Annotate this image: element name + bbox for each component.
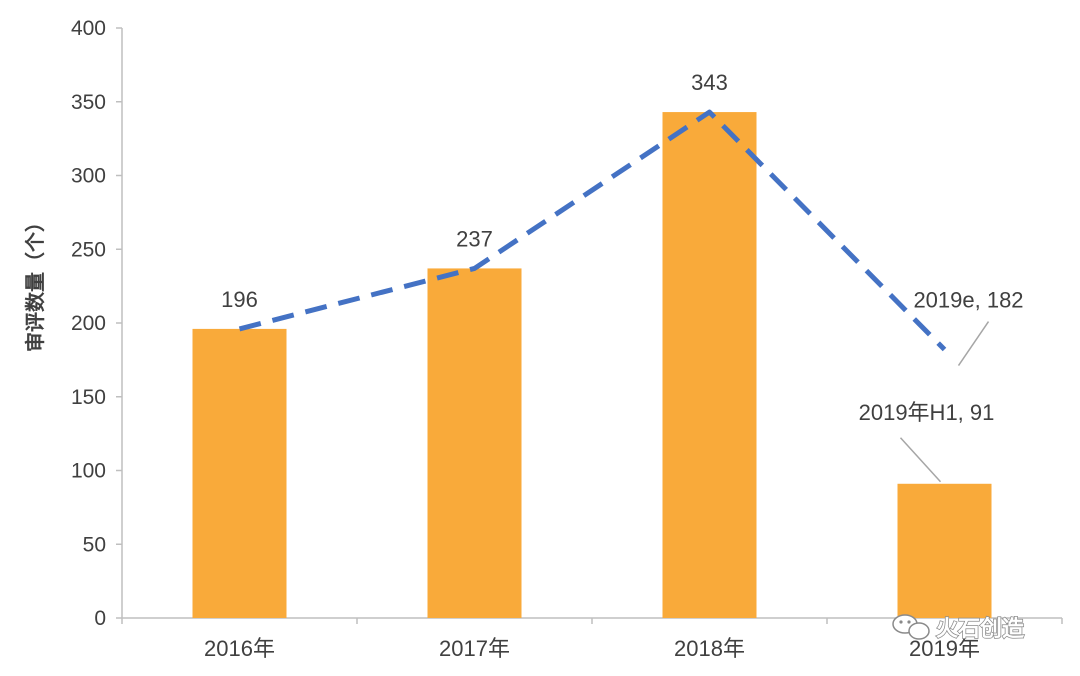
y-tick-label: 150 [71, 386, 106, 409]
y-tick-label: 0 [94, 607, 106, 630]
x-tick-label: 2017年 [439, 636, 510, 661]
y-axis-label: 审评数量（个） [23, 212, 47, 352]
watermark-text: 火石创造 [936, 617, 1024, 642]
bar-data-label: 2019年H1, 91 [859, 400, 995, 425]
watermark: 火石创造 [892, 614, 1025, 643]
trend-line-path [238, 109, 947, 352]
bar-data-label: 343 [691, 70, 728, 95]
y-tick-label: 250 [71, 238, 106, 261]
leader-line [957, 321, 990, 366]
bars [192, 112, 992, 618]
trend-line [238, 109, 947, 352]
y-tick-label: 50 [83, 533, 106, 556]
line-end-label: 2019e, 182 [913, 288, 1023, 313]
y-tick-label: 100 [71, 460, 106, 483]
y-tick-label: 200 [71, 312, 106, 335]
y-tick-label: 400 [71, 17, 106, 40]
y-tick-label: 300 [71, 165, 106, 188]
axes: 0 50 100 150 200 250 300 350 400 2016年 2017年 2018年 2… [71, 17, 1063, 661]
x-tick-label: 2019年 [909, 636, 980, 661]
y-tick-label: 350 [71, 91, 106, 114]
bar-data-label: 196 [221, 287, 258, 312]
bar [897, 483, 992, 618]
bar [192, 328, 287, 618]
x-tick-label: 2018年 [674, 636, 745, 661]
bar [662, 112, 757, 618]
leader-line [899, 437, 942, 483]
bar-data-label: 237 [456, 226, 493, 251]
data-labels: 196 237 343 2019年H1, 91 2019e, 182 [221, 70, 1024, 483]
wechat-icon [892, 614, 930, 640]
bar [427, 268, 522, 618]
x-tick-label: 2016年 [204, 636, 275, 661]
